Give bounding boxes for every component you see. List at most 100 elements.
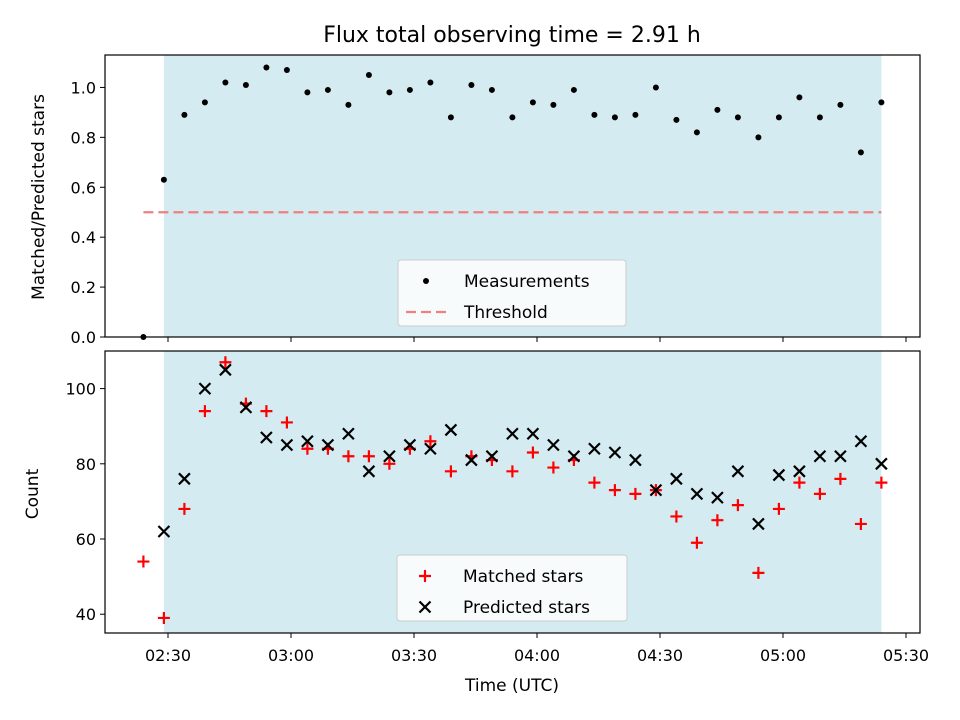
- x-tick-label-2: 03:30: [391, 646, 437, 665]
- predicted-star-point: [567, 450, 581, 463]
- matched-star-point: [588, 476, 601, 489]
- y-tick-label-1-1: 0.2: [71, 278, 96, 297]
- y-tick-label-1-5: 1.0: [71, 78, 96, 97]
- matched-star-point: [629, 487, 642, 500]
- predicted-star-point: [834, 450, 847, 463]
- matched-star-point: [834, 472, 847, 485]
- y-tick-label-1-2: 0.4: [71, 228, 96, 247]
- predicted-star-point: [198, 382, 212, 395]
- predicted-star-point: [731, 465, 745, 478]
- matched-star-point: [157, 611, 170, 624]
- measurement-point: [837, 101, 844, 108]
- measurement-point: [447, 114, 454, 121]
- matched-star-point: [260, 405, 273, 418]
- matched-star-point: [690, 536, 703, 549]
- predicted-star-point: [526, 427, 540, 440]
- matched-star-point: [793, 476, 806, 489]
- predicted-star-point: [465, 453, 478, 467]
- matched-star-point: [178, 502, 191, 515]
- predicted-star-point: [506, 427, 519, 440]
- matched-star-point: [342, 450, 355, 463]
- predicted-star-point: [301, 434, 314, 448]
- measurement-point: [242, 81, 249, 88]
- predicted-star-point: [588, 442, 601, 456]
- y-tick-label-1-3: 0.6: [71, 178, 96, 197]
- predicted-star-point: [711, 491, 724, 504]
- matched-star-point: [301, 442, 314, 455]
- measurement-point: [263, 64, 270, 71]
- matched-star-point: [137, 555, 150, 568]
- measurement-point: [591, 111, 598, 118]
- predicted-star-point: [178, 472, 191, 486]
- measurement-point: [160, 176, 167, 183]
- legend-box-2: [396, 554, 628, 622]
- predicted-star-point: [485, 450, 499, 463]
- measurement-point: [755, 134, 762, 141]
- predicted-star-point: [157, 525, 171, 538]
- measurement-point: [283, 66, 290, 73]
- legend-2: Matched stars Predicted stars: [396, 554, 628, 622]
- predicted-star-point: [342, 427, 355, 440]
- measurement-point: [181, 111, 188, 118]
- matched-star-point: [711, 514, 724, 527]
- measurement-point: [427, 79, 434, 86]
- predicted-star-point: [362, 465, 376, 478]
- y-tick-label-2-2: 80: [76, 455, 96, 474]
- legend-label: Predicted stars: [463, 598, 590, 618]
- measurement-point: [652, 84, 659, 91]
- matched-star-point: [547, 461, 560, 474]
- legend-marker-matched: [419, 570, 431, 582]
- matched-star-point: [772, 502, 785, 515]
- matched-star-point: [854, 517, 867, 530]
- measurement-point: [734, 114, 741, 121]
- legend-label: Matched stars: [463, 567, 583, 587]
- predicted-star-point: [608, 446, 622, 459]
- predicted-star-point: [649, 483, 663, 497]
- measurement-point: [632, 111, 639, 118]
- predicted-star-point: [772, 468, 786, 482]
- matched-star-point: [362, 450, 375, 463]
- matched-star-point: [813, 487, 826, 500]
- measurement-point: [222, 79, 229, 86]
- measurement-point: [304, 89, 311, 96]
- matched-star-point: [383, 457, 396, 470]
- predicted-star-point: [383, 450, 396, 463]
- x-tick-label-1: 03:00: [268, 646, 314, 665]
- top-y-axis-label: Matched/Predicted stars: [29, 94, 49, 300]
- predicted-star-point: [280, 438, 294, 452]
- predicted-star-point: [690, 487, 704, 501]
- matched-star-point: [670, 510, 683, 523]
- measurement-point: [201, 99, 208, 106]
- y-tick-label-2-1: 60: [76, 530, 96, 549]
- measurement-point: [509, 114, 516, 121]
- measurement-point: [345, 101, 352, 108]
- measurement-point: [365, 71, 372, 78]
- predicted-star-point: [793, 465, 806, 478]
- measurement-point: [878, 99, 885, 106]
- measurement-point: [611, 114, 618, 121]
- y-tick-label-1-0: 0.0: [71, 328, 96, 347]
- matched-star-point: [875, 476, 888, 489]
- matched-star-point: [731, 499, 744, 512]
- matched-star-point: [198, 405, 211, 418]
- measurement-point: [529, 99, 536, 106]
- x-axis-label: Time (UTC): [464, 676, 559, 696]
- legend-marker-measurements: [423, 278, 429, 284]
- legend-label: Measurements: [464, 272, 590, 292]
- matched-star-point: [424, 435, 437, 448]
- predicted-star-point: [670, 472, 683, 486]
- chart-title: Flux total observing time = 2.91 h: [323, 23, 701, 48]
- bottom-y-axis-label: Count: [23, 468, 43, 519]
- predicted-star-point: [547, 438, 560, 452]
- measurement-point: [550, 101, 557, 108]
- predicted-star-point: [239, 401, 253, 414]
- measurement-point: [488, 86, 495, 93]
- measurement-point: [775, 114, 782, 121]
- measurement-point: [673, 116, 680, 123]
- matched-star-point: [280, 416, 293, 429]
- measurement-point: [857, 149, 864, 156]
- y-tick-label-1-4: 0.8: [71, 128, 96, 147]
- matched-star-point: [526, 446, 539, 459]
- predicted-star-point: [403, 438, 417, 452]
